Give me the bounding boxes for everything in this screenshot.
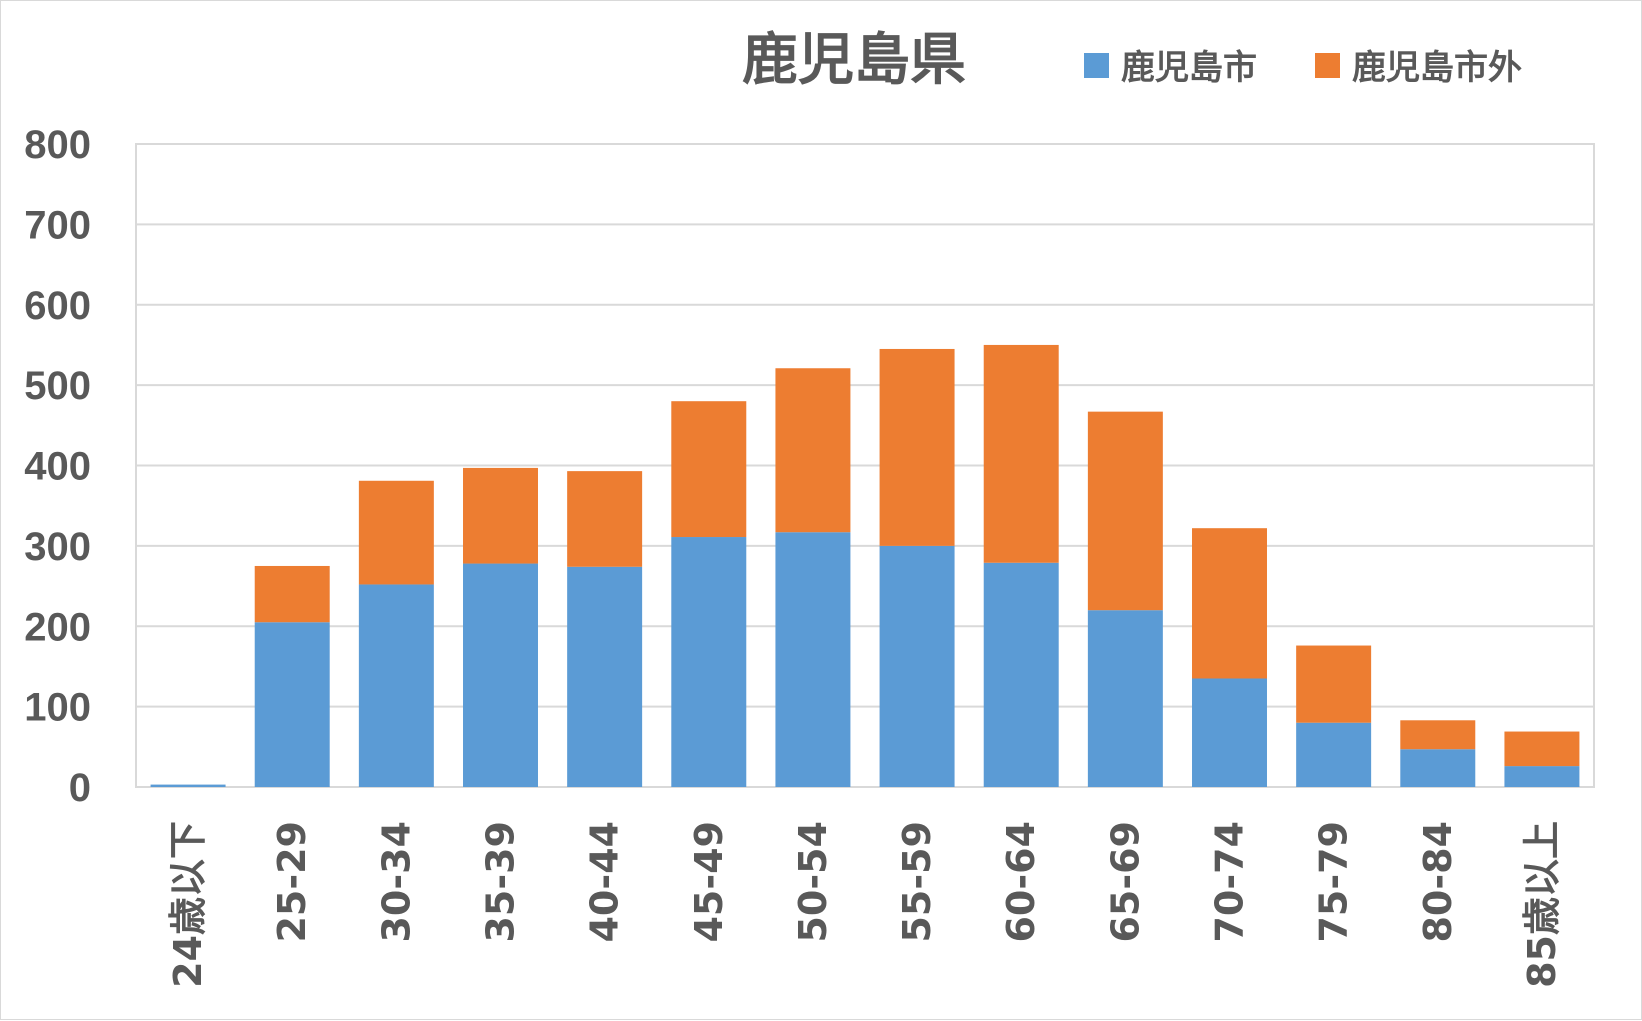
y-tick-label: 700 bbox=[24, 203, 91, 247]
x-tick-label: 80-84 bbox=[1416, 821, 1460, 943]
bar-segment-kagoshima-city bbox=[1087, 610, 1163, 787]
x-tick-label: 55-59 bbox=[895, 821, 939, 943]
bar-segment-kagoshima-city bbox=[1400, 749, 1476, 787]
y-axis-ticks: 0 100 200 300 400 500 600 700 800 bbox=[24, 123, 91, 810]
y-tick-label: 400 bbox=[24, 445, 91, 489]
legend-label: 鹿児島市外 bbox=[1352, 48, 1522, 88]
bar-segment-kagoshima-city bbox=[983, 562, 1059, 787]
bar-segment-outside-kagoshima-city bbox=[1296, 645, 1372, 723]
x-axis-ticks: 24歳以下 25-29 30-34 35-39 40-44 45-49 50-54 55-59… bbox=[166, 821, 1564, 988]
x-tick-label: 35-39 bbox=[479, 821, 523, 943]
x-tick-label: 65-69 bbox=[1103, 821, 1147, 943]
bar-segment-kagoshima-city bbox=[1504, 766, 1580, 787]
bar-segment-kagoshima-city bbox=[150, 784, 226, 787]
x-tick-label: 24歳以下 bbox=[166, 821, 210, 988]
legend-swatch bbox=[1084, 53, 1109, 78]
bar-segment-outside-kagoshima-city bbox=[463, 467, 538, 564]
bar-segment-outside-kagoshima-city bbox=[1504, 731, 1580, 767]
x-tick-label: 85歳以上 bbox=[1520, 821, 1564, 988]
x-tick-label: 60-64 bbox=[999, 821, 1043, 943]
bar-segment-kagoshima-city bbox=[1296, 722, 1372, 787]
bar-segment-kagoshima-city bbox=[1192, 678, 1267, 787]
bar-segment-kagoshima-city bbox=[775, 532, 851, 787]
y-tick-label: 800 bbox=[24, 123, 91, 167]
y-tick-label: 300 bbox=[24, 525, 91, 569]
x-tick-label: 45-49 bbox=[687, 821, 731, 943]
x-tick-label: 70-74 bbox=[1208, 821, 1252, 943]
chart-title: 鹿児島県 bbox=[742, 28, 966, 93]
bar-segment-outside-kagoshima-city bbox=[567, 471, 643, 567]
x-tick-label: 30-34 bbox=[374, 821, 418, 943]
legend-label: 鹿児島市 bbox=[1121, 48, 1257, 88]
bar-segment-outside-kagoshima-city bbox=[254, 565, 330, 623]
y-tick-label: 200 bbox=[24, 605, 91, 649]
bars bbox=[150, 344, 1580, 787]
y-tick-label: 100 bbox=[24, 686, 91, 730]
bar-segment-outside-kagoshima-city bbox=[879, 348, 955, 546]
bar-segment-outside-kagoshima-city bbox=[1400, 720, 1476, 750]
bar-segment-outside-kagoshima-city bbox=[671, 401, 747, 538]
y-tick-label: 600 bbox=[24, 284, 91, 328]
bar-segment-outside-kagoshima-city bbox=[1087, 411, 1163, 611]
bar-segment-kagoshima-city bbox=[879, 545, 955, 787]
x-tick-label: 75-79 bbox=[1312, 821, 1356, 943]
bar-segment-kagoshima-city bbox=[254, 622, 330, 787]
gridlines bbox=[136, 143, 1594, 788]
legend-swatch bbox=[1315, 53, 1340, 78]
bar-segment-outside-kagoshima-city bbox=[1192, 528, 1267, 679]
bar-segment-kagoshima-city bbox=[671, 537, 747, 787]
bar-segment-outside-kagoshima-city bbox=[775, 368, 851, 533]
legend: 鹿児島市 鹿児島市外 bbox=[1084, 48, 1522, 88]
x-tick-label: 25-29 bbox=[270, 821, 314, 943]
y-tick-label: 0 bbox=[69, 766, 91, 810]
x-tick-label: 40-44 bbox=[583, 821, 627, 943]
bar-segment-outside-kagoshima-city bbox=[358, 480, 434, 585]
bar-segment-kagoshima-city bbox=[358, 584, 434, 787]
y-tick-label: 500 bbox=[24, 364, 91, 408]
bar-segment-kagoshima-city bbox=[463, 563, 538, 787]
bar-segment-kagoshima-city bbox=[567, 566, 643, 787]
bar-segment-outside-kagoshima-city bbox=[983, 344, 1059, 563]
x-tick-label: 50-54 bbox=[791, 821, 835, 943]
